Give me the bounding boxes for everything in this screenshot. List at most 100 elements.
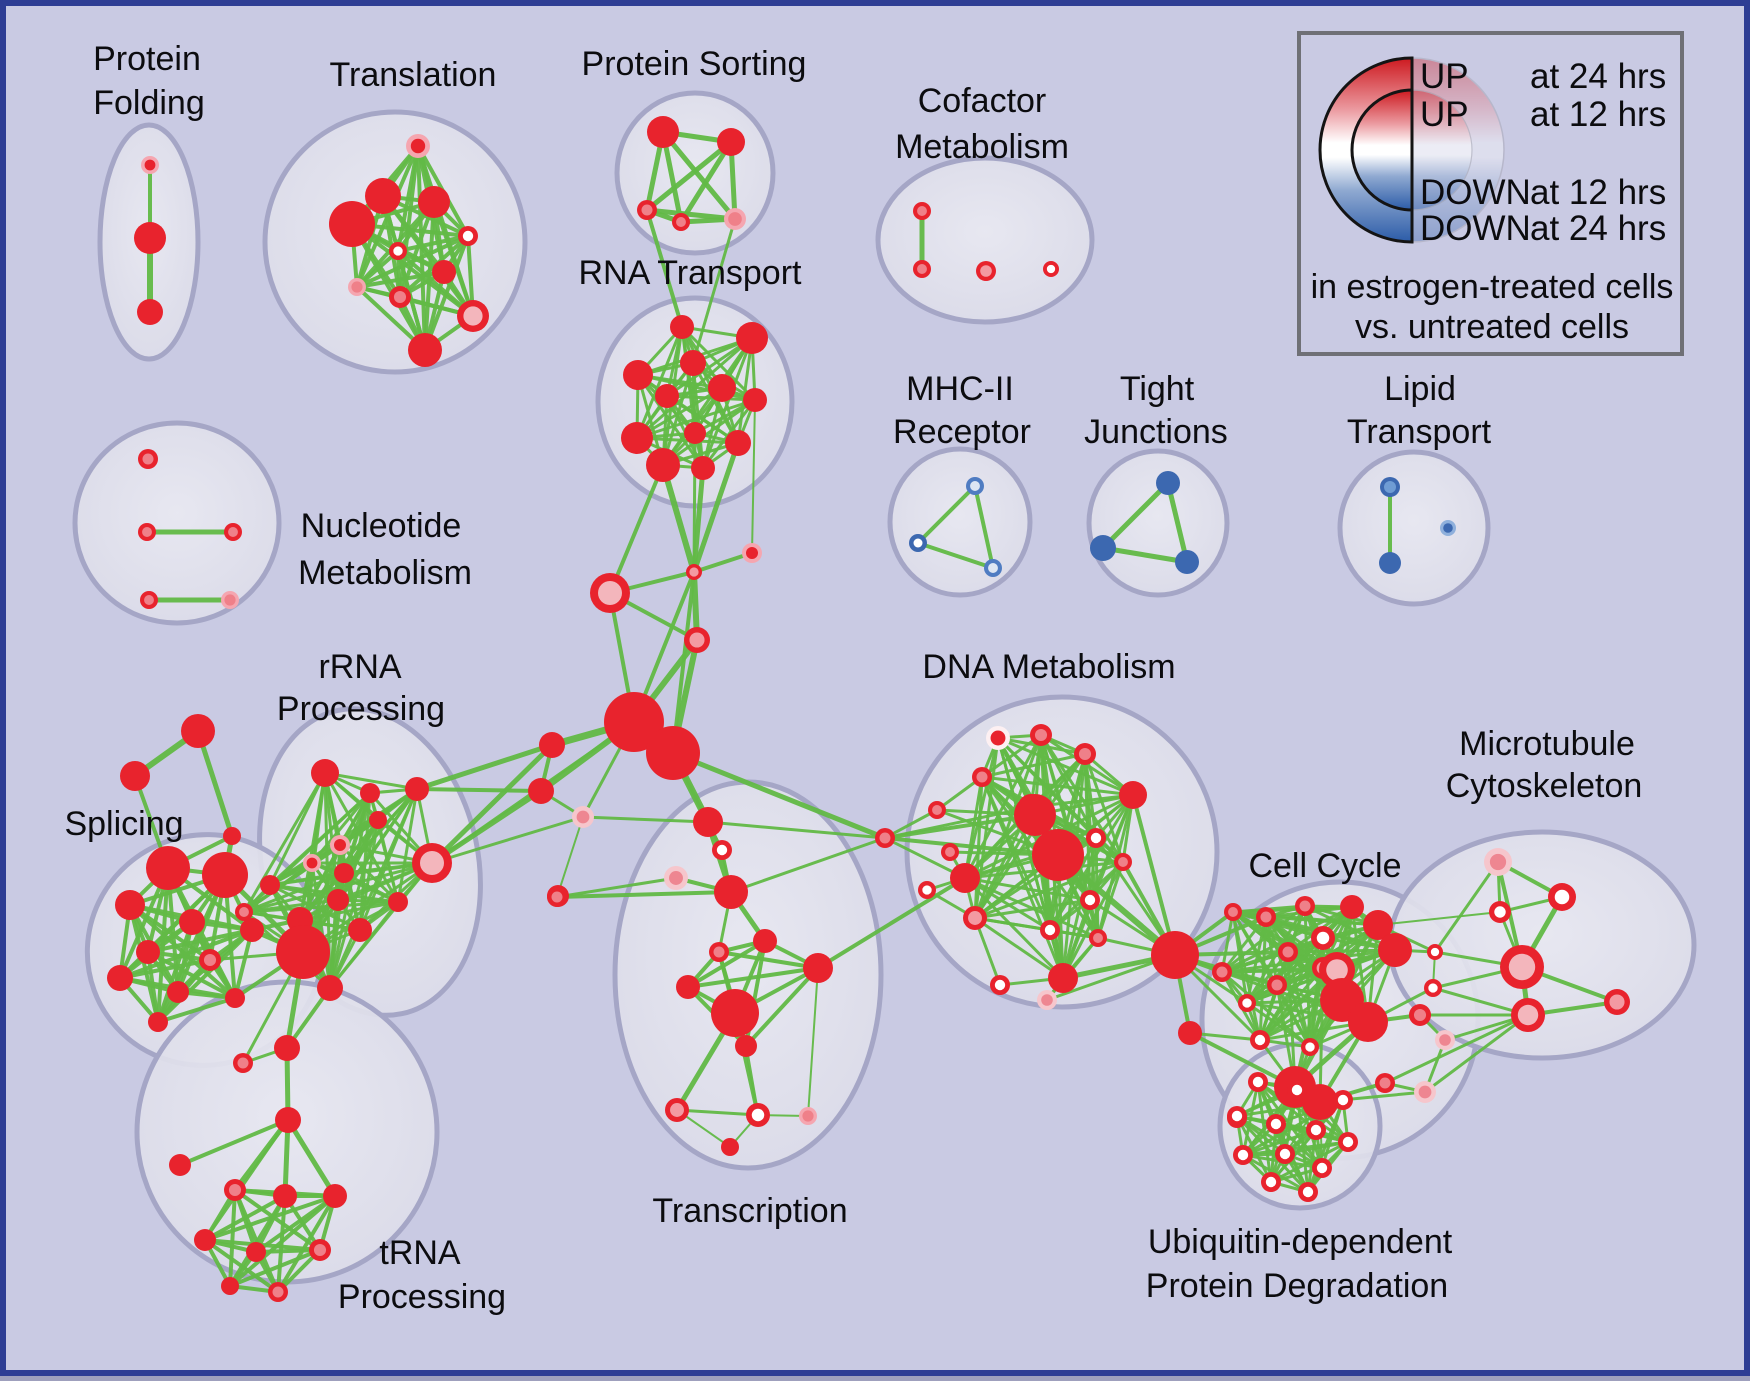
interaction-edge (203, 1238, 280, 1294)
gene-node (714, 875, 748, 909)
interaction-edge (744, 966, 820, 1048)
gene-node (1378, 933, 1412, 967)
cluster-ubiquitin-degradation-label: Protein Degradation (1146, 1267, 1448, 1305)
gene-node-core (994, 979, 1006, 991)
interaction-edge (1383, 1013, 1530, 1085)
gene-node (148, 1012, 168, 1032)
gene-node (680, 350, 706, 376)
interaction-edge (414, 742, 555, 792)
gene-node-core (1384, 481, 1396, 493)
gene-node-core (1326, 959, 1348, 981)
cluster-rrna-processing-label: rRNA (318, 648, 401, 686)
gene-node (418, 186, 450, 218)
gene-node (646, 726, 700, 780)
interaction-edge (678, 139, 734, 225)
gene-node (623, 360, 653, 390)
gene-node (539, 732, 565, 758)
gene-node (432, 260, 456, 284)
interaction-edge (118, 928, 254, 980)
interaction-edge (396, 234, 470, 253)
gene-node-core (1118, 857, 1128, 867)
gene-node-core (968, 911, 982, 925)
cluster-microtubule-cytoskeleton-label: Microtubule (1459, 725, 1635, 763)
interaction-edge (636, 373, 757, 402)
gene-node (736, 322, 768, 354)
gene-node-core (917, 206, 927, 216)
cluster-microtubule-cytoskeleton-label: Cytoskeleton (1446, 767, 1643, 805)
gene-node-core (670, 1103, 684, 1117)
gene-node-core (1316, 1162, 1328, 1174)
gene-node (369, 811, 387, 829)
gene-node (273, 1184, 297, 1208)
gene-node-core (1252, 1076, 1264, 1088)
gene-node-core (463, 306, 483, 326)
interaction-edge (660, 129, 738, 222)
gene-node-core (462, 230, 474, 242)
cluster-mhc-ii-receptor-label: MHC-II (906, 370, 1014, 408)
interaction-edge (355, 249, 400, 289)
interaction-edge (692, 551, 754, 574)
interaction-edge (680, 325, 757, 402)
interaction-edge (636, 373, 705, 470)
interaction-edge (429, 742, 555, 866)
gene-node-core (751, 1108, 765, 1122)
gene-node-core (1494, 906, 1506, 918)
gene-node-core (1254, 1034, 1266, 1046)
gene-node-core (1282, 946, 1294, 958)
cluster-nucleotide-metabolism-label: Nucleotide (301, 507, 462, 545)
gene-node-core (1231, 1110, 1243, 1122)
interaction-edge (1377, 911, 1501, 926)
cluster-translation-label: Translation (330, 56, 497, 94)
gene-node (1090, 535, 1116, 561)
interaction-edge (686, 966, 820, 989)
gene-node (604, 692, 664, 752)
gene-node-core (1271, 979, 1283, 991)
interaction-edge (973, 860, 1125, 920)
cluster-tight-junctions-label: Tight (1120, 370, 1195, 408)
interaction-edge (691, 217, 737, 365)
gene-node-core (576, 810, 590, 824)
gene-node-core (990, 730, 1006, 746)
interaction-edge (635, 398, 757, 440)
cluster-ubiquitin-degradation-label: Ubiquitin-dependent (1148, 1223, 1453, 1261)
legend-footer-text: vs. untreated cells (1355, 308, 1629, 346)
gene-node (137, 299, 163, 325)
nodes-layer (107, 116, 1630, 1302)
gene-node-core (224, 594, 236, 606)
gene-node (803, 953, 833, 983)
interaction-edge (665, 336, 754, 398)
legend-box (1297, 31, 1684, 356)
cluster-splicing-label: Splicing (64, 805, 183, 843)
interaction-edge (430, 815, 585, 865)
interaction-edge (1165, 480, 1190, 565)
interaction-edge (1131, 793, 1177, 957)
gene-node-core (1279, 1148, 1291, 1160)
interaction-edge (980, 733, 1043, 779)
gene-node (646, 448, 680, 482)
gene-node-core (713, 946, 725, 958)
cluster-dna-metabolism-label: DNA Metabolism (922, 648, 1175, 686)
gene-node-core (917, 264, 927, 274)
interaction-edge (203, 1194, 337, 1242)
cluster-cell-cycle-label: Cell Cycle (1248, 847, 1401, 885)
gene-node-core (1305, 1042, 1315, 1052)
interaction-edge (973, 484, 995, 570)
interaction-edge (1220, 948, 1397, 974)
legend-footer-text: in estrogen-treated cells (1311, 268, 1674, 306)
interaction-edge (665, 394, 740, 445)
gene-node-core (351, 281, 363, 293)
gene-node-core (1228, 907, 1238, 917)
legend-direction-label: UP (1420, 57, 1469, 96)
gene-node (725, 430, 751, 456)
gene-node (647, 116, 679, 148)
gene-node (1178, 1021, 1202, 1045)
interaction-edge (644, 139, 734, 213)
gene-node (323, 1184, 347, 1208)
gene-node-core (1216, 966, 1228, 978)
interaction-edge (1423, 1013, 1530, 1094)
interaction-edge (298, 900, 400, 922)
gene-node (1119, 781, 1147, 809)
interaction-edge (156, 920, 194, 1024)
gene-node (950, 863, 980, 893)
